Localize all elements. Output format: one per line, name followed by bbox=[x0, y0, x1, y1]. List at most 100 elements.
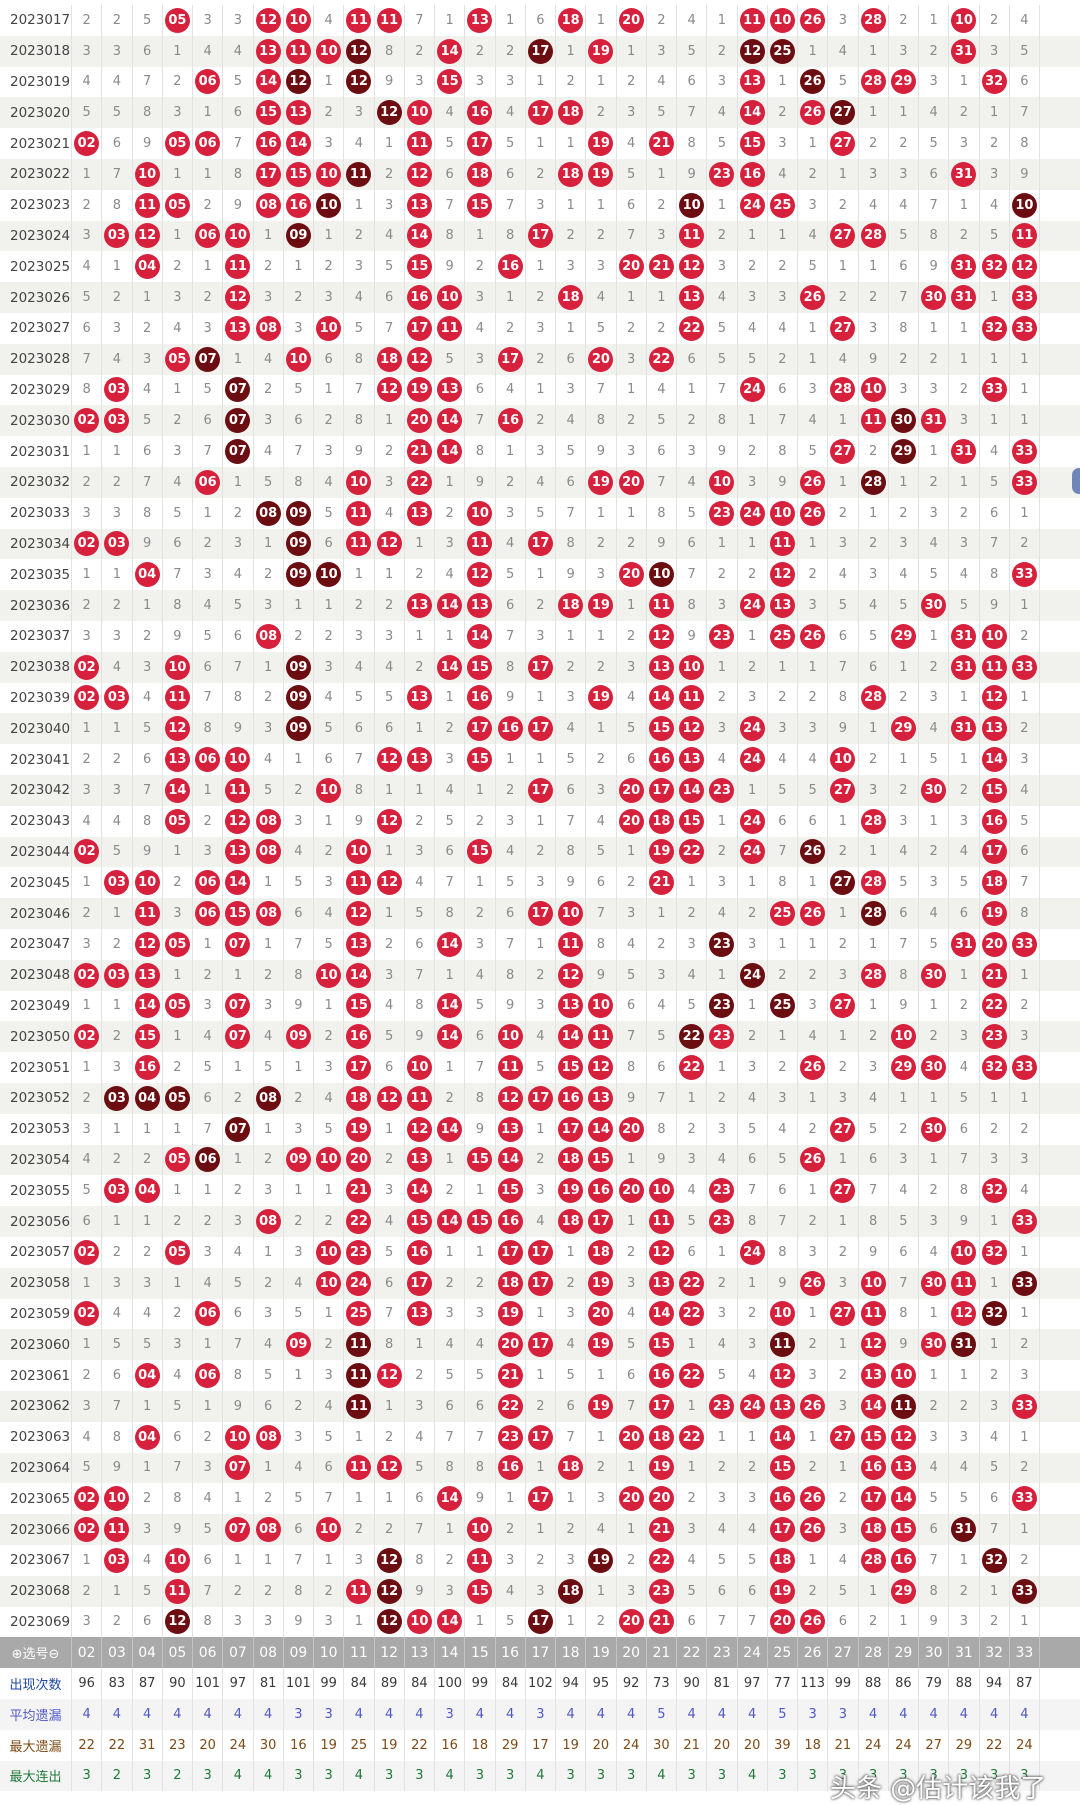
header-number[interactable]: 03 bbox=[102, 1637, 133, 1669]
header-number[interactable]: 05 bbox=[163, 1637, 193, 1669]
header-number[interactable]: 27 bbox=[828, 1637, 859, 1669]
omission-value: 7 bbox=[617, 1391, 647, 1422]
omission-value: 1 bbox=[526, 1360, 556, 1391]
header-number[interactable]: 25 bbox=[768, 1637, 798, 1669]
draw-row: 2023029 8 03 4 1 5 07 2 5 1 7 12 19 13 6 4 1 3 7 1 4 1 7 24 6 3 28… bbox=[0, 374, 1080, 406]
header-number[interactable]: 08 bbox=[254, 1637, 284, 1669]
ball-cell: 13 bbox=[284, 97, 314, 129]
drawn-ball: 23 bbox=[497, 1424, 523, 1450]
drawn-ball: 08 bbox=[255, 192, 281, 218]
scroll-indicator[interactable] bbox=[1072, 468, 1080, 494]
header-number[interactable]: 31 bbox=[949, 1637, 980, 1669]
draw-row: 2023038 02 4 3 10 6 7 1 09 3 4 4 2 14 15 8 17 2 2 3 13 10 1 2 1 1… bbox=[0, 651, 1080, 683]
omission-value: 1 bbox=[617, 1514, 647, 1545]
header-number[interactable]: 30 bbox=[919, 1637, 950, 1669]
drawn-ball: 18 bbox=[376, 346, 402, 372]
header-number[interactable]: 33 bbox=[1010, 1637, 1040, 1669]
omission-value: 7 bbox=[435, 867, 466, 899]
header-number[interactable]: 07 bbox=[223, 1637, 254, 1669]
header-number[interactable]: 10 bbox=[314, 1637, 345, 1669]
omission-value: 1 bbox=[949, 189, 980, 221]
omission-value: 2 bbox=[586, 651, 617, 683]
ball-cell: 06 bbox=[193, 898, 224, 929]
omission-value: 4 bbox=[284, 1267, 314, 1299]
header-number[interactable]: 14 bbox=[435, 1637, 466, 1669]
drawn-ball: 32 bbox=[981, 315, 1007, 341]
ball-cell: 21 bbox=[344, 1175, 375, 1207]
header-number[interactable]: 09 bbox=[284, 1637, 314, 1669]
omission-value: 1 bbox=[798, 1298, 829, 1330]
header-number[interactable]: 21 bbox=[647, 1637, 677, 1669]
header-number[interactable]: 19 bbox=[586, 1637, 617, 1669]
omission-value: 2 bbox=[193, 1206, 224, 1237]
omission-value: 2 bbox=[798, 959, 829, 991]
select-number-toggle[interactable]: ⊕选号⊖ bbox=[0, 1637, 72, 1669]
omission-value: 7 bbox=[223, 651, 254, 683]
omission-value: 2 bbox=[405, 805, 435, 837]
ball-cell: 11 bbox=[344, 497, 375, 529]
omission-value: 1 bbox=[102, 436, 133, 467]
omission-value: 8 bbox=[284, 1575, 314, 1607]
ball-cell: 15 bbox=[405, 1206, 435, 1237]
header-number[interactable]: 32 bbox=[980, 1637, 1010, 1669]
drawn-ball: 22 bbox=[648, 346, 674, 372]
ball-cell: 10 bbox=[314, 1237, 345, 1268]
omission-value: 2 bbox=[707, 35, 738, 67]
drawn-ball: 26 bbox=[800, 1147, 826, 1173]
header-number[interactable]: 28 bbox=[859, 1637, 889, 1669]
omission-value: 4 bbox=[738, 313, 768, 344]
omission-value: 1 bbox=[496, 1483, 526, 1515]
ball-cell: 10 bbox=[314, 959, 345, 991]
ball-cell: 10 bbox=[314, 159, 345, 190]
max-omission-value: 16 bbox=[435, 1729, 466, 1761]
header-number[interactable]: 22 bbox=[677, 1637, 708, 1669]
ball-cell: 26 bbox=[798, 66, 829, 98]
drawn-ball: 15 bbox=[890, 1517, 916, 1543]
ball-cell: 12 bbox=[163, 1606, 193, 1638]
header-number[interactable]: 04 bbox=[133, 1637, 163, 1669]
ball-cell: 11 bbox=[980, 651, 1010, 683]
ball-cell: 20 bbox=[496, 1329, 526, 1361]
ball-cell: 12 bbox=[133, 929, 163, 960]
ball-cell: 22 bbox=[677, 1360, 708, 1391]
drawn-ball: 29 bbox=[890, 716, 916, 742]
ball-cell: 23 bbox=[707, 159, 738, 190]
omission-value: 1 bbox=[586, 189, 617, 221]
omission-value: 4 bbox=[133, 1545, 163, 1576]
header-number[interactable]: 17 bbox=[526, 1637, 556, 1669]
header-number[interactable]: 16 bbox=[496, 1637, 526, 1669]
header-number[interactable]: 23 bbox=[707, 1637, 738, 1669]
header-number[interactable]: 11 bbox=[344, 1637, 375, 1669]
omission-value: 5 bbox=[193, 1514, 224, 1545]
drawn-ball: 10 bbox=[769, 1301, 795, 1327]
ball-cell: 26 bbox=[798, 621, 829, 652]
omission-value: 2 bbox=[617, 621, 647, 652]
omission-value: 9 bbox=[223, 713, 254, 745]
header-number[interactable]: 20 bbox=[617, 1637, 647, 1669]
drawn-ball: 27 bbox=[830, 1116, 856, 1142]
omission-value: 2 bbox=[980, 1606, 1010, 1638]
header-number[interactable]: 24 bbox=[738, 1637, 768, 1669]
omission-value: 4 bbox=[435, 775, 466, 806]
drawn-ball: 16 bbox=[134, 1055, 160, 1081]
omission-value: 9 bbox=[163, 621, 193, 652]
header-number[interactable]: 12 bbox=[375, 1637, 405, 1669]
header-number[interactable]: 13 bbox=[405, 1637, 435, 1669]
ball-cell: 14 bbox=[496, 1144, 526, 1176]
drawn-ball: 12 bbox=[376, 1455, 402, 1481]
drawn-ball: 17 bbox=[860, 1486, 886, 1512]
drawn-ball: 33 bbox=[1011, 1209, 1037, 1235]
header-number[interactable]: 15 bbox=[465, 1637, 496, 1669]
omission-value: 2 bbox=[707, 1083, 738, 1114]
omission-value: 1 bbox=[556, 621, 587, 652]
drawn-ball: 12 bbox=[134, 931, 160, 957]
drawn-ball: 13 bbox=[406, 1301, 432, 1327]
header-number[interactable]: 02 bbox=[72, 1637, 103, 1669]
omission-value: 5 bbox=[344, 682, 375, 714]
header-number[interactable]: 18 bbox=[556, 1637, 587, 1669]
header-number[interactable]: 26 bbox=[798, 1637, 829, 1669]
header-number[interactable]: 06 bbox=[193, 1637, 224, 1669]
ball-cell: 16 bbox=[859, 1452, 889, 1484]
draw-row: 2023031 1 1 6 3 7 07 4 7 3 9 2 21 14 8 1 3 5 9 3 6 3 9 2 8 5 27 2 29… bbox=[0, 436, 1080, 467]
header-number[interactable]: 29 bbox=[889, 1637, 919, 1669]
